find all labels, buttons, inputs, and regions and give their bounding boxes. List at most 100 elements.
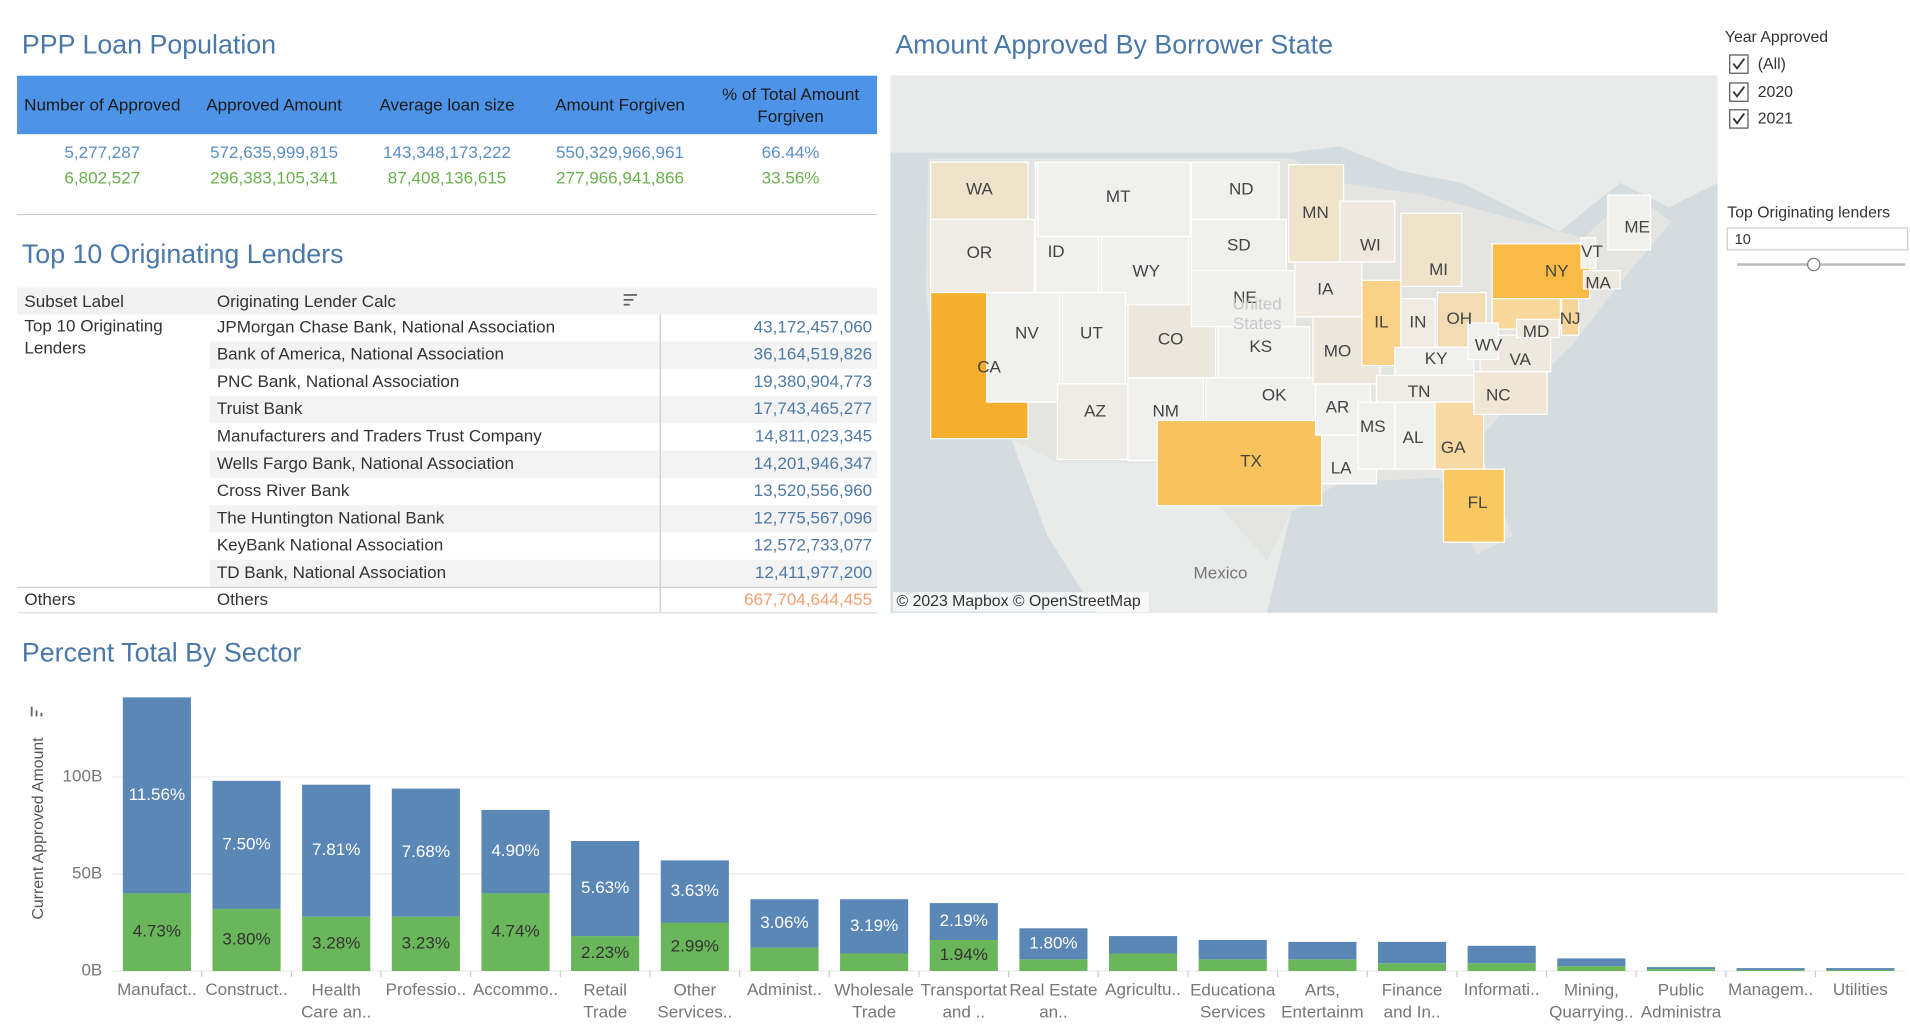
state-label: IA	[1317, 280, 1334, 299]
state-label: ME	[1624, 217, 1650, 236]
state-shape	[1580, 237, 1597, 269]
chart-title: Percent Total By Sector	[22, 637, 301, 667]
data-label: 2.19%	[940, 911, 988, 930]
data-label: 11.56%	[129, 785, 186, 804]
bar-segment	[1736, 968, 1805, 971]
x-tick-label: Retail Trade	[583, 980, 627, 1021]
summary-header-bg	[17, 75, 878, 135]
lender-amount: 19,380,904,773	[754, 372, 873, 391]
state-label: AL	[1403, 428, 1424, 447]
bar-segment	[1736, 970, 1805, 972]
state-shape	[1037, 161, 1191, 238]
state-shape	[1473, 371, 1548, 415]
summary-cell: 87,408,136,615	[388, 169, 507, 188]
column-header: Approved Amount	[206, 96, 342, 115]
data-label: 3.23%	[402, 933, 450, 952]
state-label: VA	[1509, 350, 1531, 369]
state-shape	[1436, 291, 1487, 348]
state-shape	[1394, 401, 1436, 470]
x-tick-label: Managem..	[1728, 980, 1813, 999]
state-label: NV	[1015, 323, 1039, 342]
parameter-input[interactable]	[1726, 227, 1909, 251]
column-header: Originating Lender Calc	[217, 292, 397, 311]
bar-segment	[212, 908, 281, 972]
state-shape	[1217, 326, 1311, 379]
summary-cell: 572,635,999,815	[210, 143, 338, 162]
lender-amount: 14,201,946,347	[754, 454, 873, 473]
y-tick-label: 50B	[72, 863, 102, 882]
row-band	[209, 559, 878, 588]
x-tick-label: Transportat and ..	[920, 980, 1007, 1021]
summary-title: PPP Loan Population	[22, 30, 276, 60]
bar-segment	[750, 947, 819, 972]
column-header: Average loan size	[379, 96, 514, 115]
bar-segment	[571, 936, 640, 972]
state-label: LA	[1331, 459, 1352, 478]
state-label: FL	[1468, 493, 1488, 512]
lender-name: Cross River Bank	[217, 481, 350, 500]
data-label: 7.81%	[312, 840, 360, 859]
state-label: WY	[1133, 261, 1160, 280]
data-label: 7.50%	[222, 834, 270, 853]
column-header: Number of Approved	[24, 96, 180, 115]
checkbox[interactable]: 2021	[1729, 109, 1793, 129]
checkbox[interactable]: 2020	[1729, 82, 1793, 102]
state-shape	[1515, 318, 1560, 339]
state-shape	[1607, 194, 1652, 251]
axis-icon	[30, 706, 43, 717]
lender-name: Wells Fargo Bank, National Association	[217, 454, 514, 473]
state-label: MD	[1523, 322, 1550, 341]
lender-name: Truist Bank	[217, 399, 303, 418]
summary-cell: 143,348,173,222	[383, 143, 511, 162]
data-label: 5.63%	[581, 878, 629, 897]
bar-segment	[929, 939, 998, 972]
state-shape	[1582, 269, 1621, 290]
state-label: IL	[1374, 312, 1388, 331]
data-label: 4.73%	[133, 922, 181, 941]
state-label: AR	[1326, 398, 1350, 417]
column-header: Subset Label	[24, 292, 124, 311]
column-header: % of Total Amount Forgiven	[722, 85, 859, 126]
state-label: NY	[1545, 261, 1569, 280]
data-label: 3.63%	[671, 881, 719, 900]
row-band	[209, 396, 878, 424]
state-label: WI	[1360, 236, 1381, 255]
x-tick-label: Professio..	[386, 980, 467, 999]
state-label: AZ	[1084, 401, 1106, 420]
bar-segment	[122, 893, 191, 972]
sort-icon[interactable]	[623, 294, 638, 306]
state-label: WA	[966, 180, 993, 199]
bar-segment	[1826, 970, 1895, 972]
checkbox[interactable]: (All)	[1729, 54, 1786, 74]
bar-segment	[840, 953, 909, 972]
bar-segment	[1019, 959, 1088, 972]
lender-amount: 43,172,457,060	[754, 317, 873, 336]
lender-amount: 12,775,567,096	[754, 508, 873, 527]
summary-cell: 296,383,105,341	[210, 169, 338, 188]
state-label: WV	[1475, 336, 1503, 355]
bar-segment	[122, 697, 191, 894]
state-label: SD	[1227, 236, 1251, 255]
state-shape	[1442, 468, 1505, 543]
state-label: NJ	[1560, 309, 1581, 328]
bar-segment	[1557, 958, 1626, 967]
bar-segment	[1288, 959, 1357, 972]
state-label: VT	[1581, 242, 1603, 261]
bar-segment	[840, 899, 909, 954]
state-label: MO	[1324, 342, 1351, 361]
lender-amount: 36,164,519,826	[754, 345, 873, 364]
parameter-value: 10	[1735, 232, 1751, 248]
state-shape	[930, 218, 1035, 294]
slider-knob[interactable]	[1807, 257, 1821, 272]
state-label: NE	[1233, 288, 1257, 307]
x-tick-label: Agricultu..	[1105, 980, 1181, 999]
bar-segment	[1288, 941, 1357, 960]
data-label: 3.19%	[850, 916, 898, 935]
lender-name: Manufacturers and Traders Trust Company	[217, 426, 542, 445]
state-label: UT	[1080, 323, 1103, 342]
subset-label: Others	[24, 590, 75, 609]
bar-segment	[481, 893, 550, 972]
x-tick-label: Wholesale Trade	[834, 980, 914, 1021]
lender-name: The Huntington National Bank	[217, 508, 445, 527]
y-tick-label: 0B	[81, 961, 102, 980]
